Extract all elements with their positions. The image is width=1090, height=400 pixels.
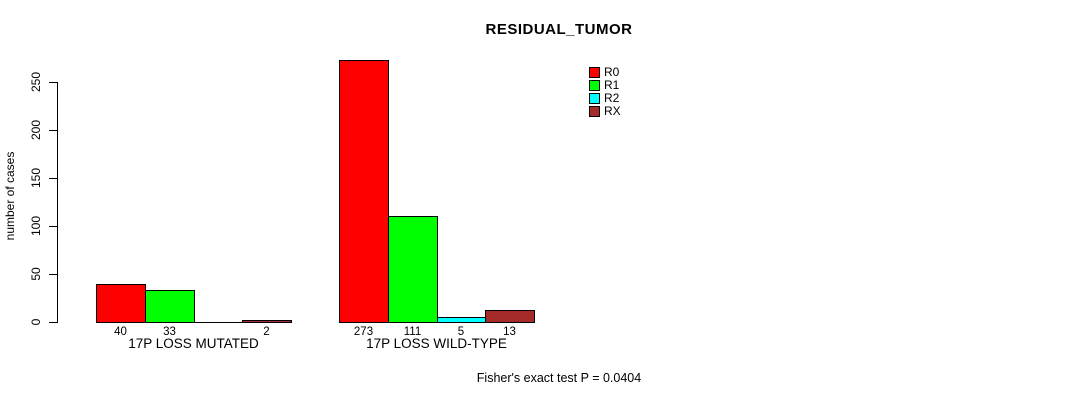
bar-R2 — [437, 317, 486, 323]
chart-title: RESIDUAL_TUMOR — [485, 21, 633, 38]
bar-value-label: 273 — [353, 326, 374, 338]
bar-R0 — [96, 284, 146, 323]
legend-swatch-R1 — [589, 80, 600, 91]
bar-RX — [242, 320, 292, 323]
legend-swatch-R2 — [589, 93, 600, 104]
y-tick — [49, 178, 57, 179]
y-tick-label: 250 — [29, 71, 43, 93]
bar-value-label: 40 — [114, 326, 127, 338]
legend-swatch-R0 — [589, 67, 600, 78]
bar-value-label: 111 — [403, 326, 422, 338]
y-tick-label: 100 — [29, 215, 43, 237]
y-tick-label: 150 — [29, 167, 43, 189]
y-tick — [49, 82, 57, 83]
y-tick — [49, 322, 57, 323]
bar-R0 — [339, 60, 389, 323]
bar-RX — [485, 310, 535, 323]
bar-value-label: 13 — [503, 326, 516, 338]
legend-label: R0 — [604, 65, 620, 79]
y-axis-label: number of cases — [3, 151, 17, 241]
bar-value-label: 2 — [263, 326, 270, 338]
y-tick — [49, 274, 57, 275]
group-label: 17P LOSS MUTATED — [128, 336, 259, 351]
y-tick-label: 0 — [29, 318, 43, 326]
stats-annotation: Fisher's exact test P = 0.0404 — [476, 371, 642, 385]
legend-label: RX — [604, 104, 621, 118]
bar-value-label: 33 — [163, 326, 176, 338]
y-tick-label: 200 — [29, 119, 43, 141]
legend-label: R1 — [604, 78, 620, 92]
bar-value-label: 5 — [457, 326, 465, 338]
bar-R1 — [388, 216, 438, 323]
y-tick — [49, 130, 57, 131]
y-axis-line — [57, 82, 58, 323]
legend-label: R2 — [604, 91, 620, 105]
y-tick — [49, 226, 57, 227]
legend-swatch-RX — [589, 106, 600, 117]
y-tick-label: 50 — [29, 267, 43, 281]
bar-R1 — [145, 290, 195, 323]
group-label: 17P LOSS WILD-TYPE — [366, 336, 507, 351]
